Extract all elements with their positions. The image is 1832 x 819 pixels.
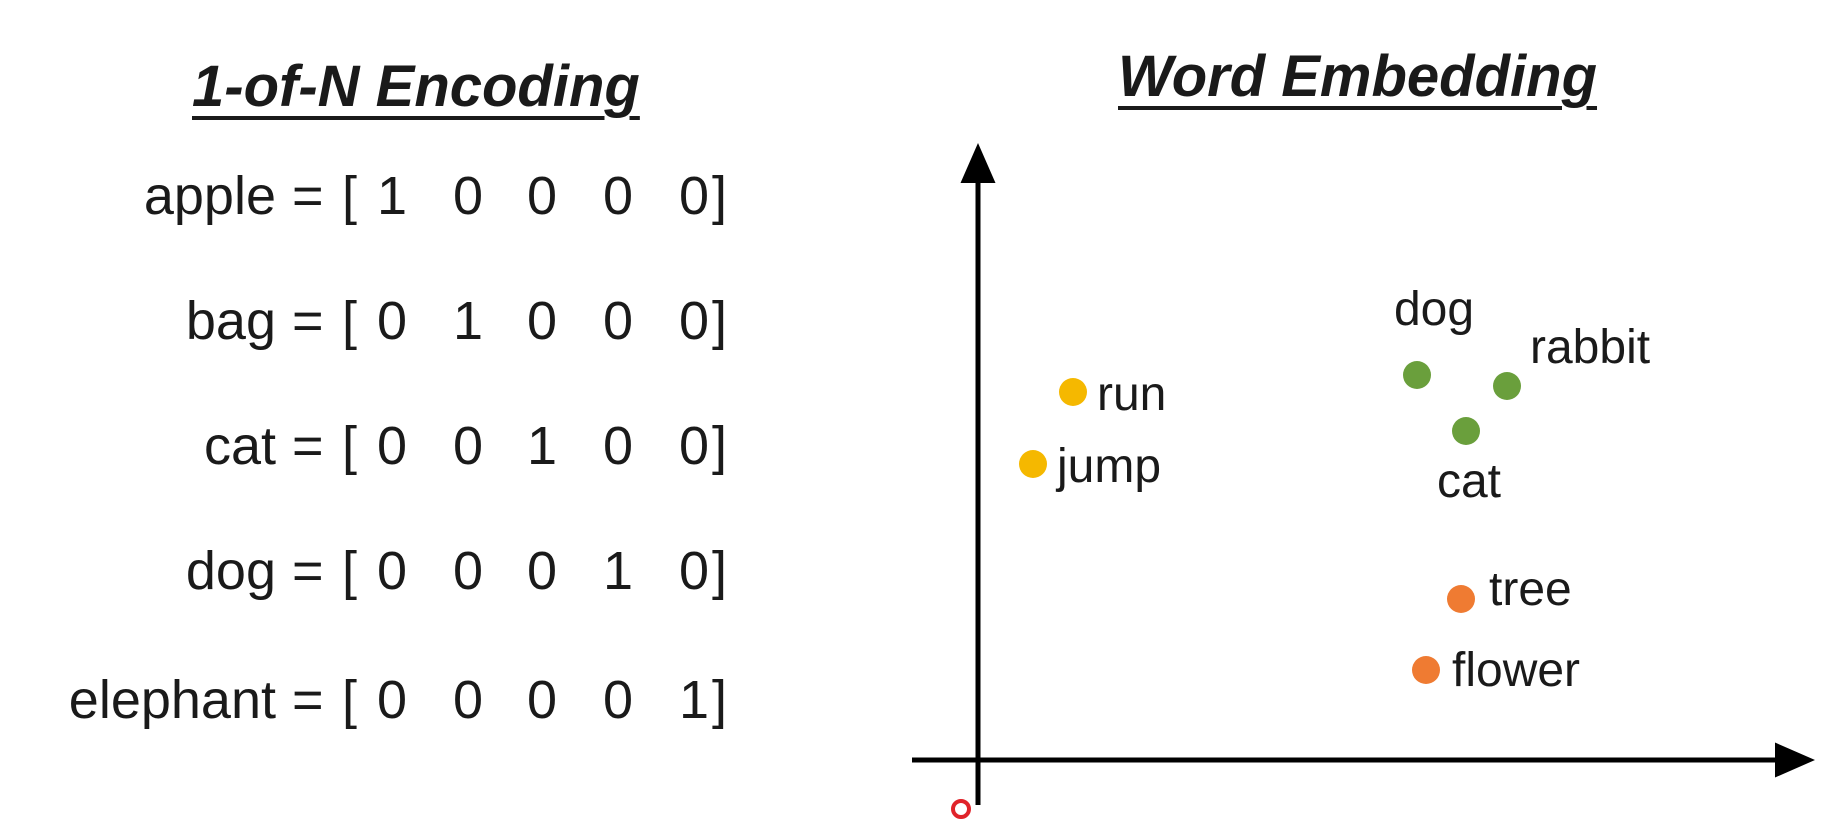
- vector-component: 0: [602, 166, 634, 226]
- vector-component: 0: [376, 291, 408, 351]
- point-dog-marker: [1403, 361, 1431, 389]
- point-cat-label: cat: [1437, 455, 1501, 508]
- open-bracket: [: [342, 291, 358, 351]
- equals-sign: =: [292, 670, 324, 730]
- open-bracket: [: [342, 670, 358, 730]
- point-run-marker: [1059, 378, 1087, 406]
- encoding-word: bag: [185, 291, 276, 351]
- vector-component: 1: [452, 291, 484, 351]
- vector-component: 0: [526, 541, 558, 601]
- equals-sign: =: [292, 416, 324, 476]
- encoding-row: bag =[0 1 0 0 0]: [0, 286, 780, 356]
- open-bracket: [: [342, 166, 358, 226]
- vector-component: 0: [678, 166, 710, 226]
- embedding-title: Word Embedding: [1118, 44, 1598, 109]
- close-bracket: ]: [712, 416, 728, 476]
- encoding-word: elephant: [68, 670, 276, 730]
- encoding-word: dog: [185, 541, 276, 601]
- embedding-points: run jump dog rabbit cat tree flower: [1019, 283, 1650, 697]
- vector-component: 0: [526, 166, 558, 226]
- point-rabbit-marker: [1493, 372, 1521, 400]
- point-dog-label: dog: [1394, 283, 1474, 336]
- vector-component: 1: [376, 166, 408, 226]
- vector-component: 0: [526, 670, 558, 730]
- vector-component: 0: [452, 541, 484, 601]
- point-tree-marker: [1447, 585, 1475, 613]
- encoding-row: apple =[1 0 0 0 0]: [0, 161, 780, 231]
- encoding-word: cat: [203, 416, 276, 476]
- open-bracket: [: [342, 416, 358, 476]
- vector-component: 0: [452, 166, 484, 226]
- point-flower-marker: [1412, 656, 1440, 684]
- vector-component: 0: [678, 541, 710, 601]
- point-tree-label: tree: [1489, 563, 1572, 616]
- close-bracket: ]: [712, 291, 728, 351]
- encoding-row: cat =[0 0 1 0 0]: [0, 411, 780, 481]
- equals-sign: =: [292, 166, 324, 226]
- close-bracket: ]: [712, 166, 728, 226]
- encoding-word: apple: [143, 166, 276, 226]
- encoding-title: 1-of-N Encoding: [192, 54, 640, 119]
- vector-component: 0: [526, 291, 558, 351]
- point-run-label: run: [1097, 368, 1166, 421]
- close-bracket: ]: [712, 541, 728, 601]
- vector-component: 0: [678, 291, 710, 351]
- vector-component: 1: [526, 416, 558, 476]
- vector-component: 1: [602, 541, 634, 601]
- equals-sign: =: [292, 541, 324, 601]
- point-rabbit-label: rabbit: [1530, 321, 1650, 374]
- point-flower-label: flower: [1452, 644, 1580, 697]
- vector-component: 0: [602, 416, 634, 476]
- point-jump-marker: [1019, 450, 1047, 478]
- equals-sign: =: [292, 291, 324, 351]
- vector-component: 0: [602, 670, 634, 730]
- vector-component: 0: [602, 291, 634, 351]
- vector-component: 0: [376, 416, 408, 476]
- point-cat-marker: [1452, 417, 1480, 445]
- vector-component: 1: [678, 670, 710, 730]
- point-jump-label: jump: [1055, 440, 1161, 493]
- close-bracket: ]: [712, 670, 728, 730]
- encoding-row: dog =[0 0 0 1 0]: [0, 536, 780, 606]
- vector-component: 0: [452, 416, 484, 476]
- vector-component: 0: [452, 670, 484, 730]
- vector-component: 0: [678, 416, 710, 476]
- vector-component: 0: [376, 541, 408, 601]
- open-bracket: [: [342, 541, 358, 601]
- encoding-row: elephant =[0 0 0 0 1]: [0, 665, 780, 735]
- vector-component: 0: [376, 670, 408, 730]
- laser-pointer-icon: [951, 799, 971, 819]
